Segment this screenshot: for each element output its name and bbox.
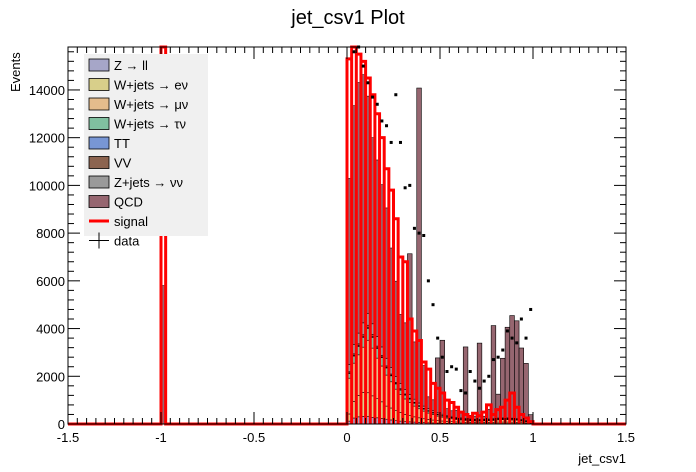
x-tick-label: -0.5 <box>243 430 265 445</box>
legend-label: Z → ll <box>114 58 148 73</box>
data-point <box>394 93 398 97</box>
data-point <box>501 348 505 352</box>
legend-swatch <box>88 195 110 208</box>
legend-swatch <box>88 156 110 169</box>
y-axis-label: Events <box>8 52 23 92</box>
x-tick-label: -1 <box>155 430 167 445</box>
data-point <box>478 386 482 390</box>
y-tick-label: 12000 <box>29 131 65 146</box>
data-point <box>505 329 509 333</box>
bar <box>490 325 497 419</box>
data-point <box>482 379 486 383</box>
y-tick-label: 6000 <box>36 274 65 289</box>
data-point <box>468 370 472 374</box>
bar <box>523 363 529 421</box>
legend-swatch <box>88 175 110 189</box>
legend-label: QCD <box>114 195 143 210</box>
data-point <box>440 355 444 359</box>
legend-label: W+jets → τν <box>114 117 186 132</box>
legend-swatch <box>88 78 110 91</box>
legend-swatch <box>88 117 110 130</box>
data-point <box>366 81 370 85</box>
x-tick-label: 1.5 <box>617 430 635 445</box>
data-point <box>436 336 440 340</box>
data-point <box>510 336 514 340</box>
legend-swatch <box>88 136 110 150</box>
data-point <box>375 102 379 106</box>
stacked-histograms <box>160 74 534 425</box>
y-tick-label: 4000 <box>36 322 65 337</box>
y-tick-label: 0 <box>58 417 65 432</box>
y-tick-label: 8000 <box>36 226 65 241</box>
data-point <box>403 186 407 190</box>
data-point <box>487 374 491 378</box>
x-tick-label: -1.5 <box>57 430 79 445</box>
data-point <box>454 367 458 371</box>
y-tick-label: 2000 <box>36 369 65 384</box>
data-point <box>515 341 519 345</box>
data-point <box>422 234 426 237</box>
data-point <box>426 279 430 283</box>
data-point <box>473 379 477 383</box>
signal-line <box>68 45 626 426</box>
data-point <box>417 231 421 235</box>
data-point <box>491 358 495 362</box>
data-point <box>352 50 356 54</box>
data-point <box>389 140 393 144</box>
series-7 <box>160 74 534 425</box>
data-point <box>459 389 463 393</box>
legend-label: TT <box>114 136 130 151</box>
y-tick-label: 10000 <box>29 178 65 193</box>
data-point <box>524 336 528 340</box>
bar <box>416 87 422 404</box>
x-tick-label: 1 <box>529 430 536 445</box>
x-tick-label: 0.5 <box>431 430 449 445</box>
data-point <box>496 355 500 359</box>
legend-swatch <box>88 97 110 111</box>
legend-label: Z+jets → νν <box>114 175 183 190</box>
bar <box>462 346 469 419</box>
legend-label: signal <box>114 214 148 229</box>
signal-histogram <box>68 45 626 426</box>
data-point <box>519 317 523 321</box>
legend: Z → ll W+jets → eν W+jets → μν W+jets → τν T… <box>84 54 208 249</box>
legend-label: W+jets → μν <box>114 97 188 112</box>
data-point <box>529 307 533 311</box>
data-point <box>450 365 454 369</box>
bar <box>439 339 445 415</box>
y-tick-label: 14000 <box>29 83 65 98</box>
data-point <box>431 303 435 307</box>
legend-label: data <box>114 234 140 249</box>
data-point <box>385 124 389 128</box>
legend-swatch <box>88 58 110 72</box>
data-point <box>408 183 412 187</box>
data-point <box>412 226 416 230</box>
data-point <box>371 95 375 99</box>
data-point <box>445 370 449 374</box>
y-axis: 0 2000 4000 6000 8000 10000 12000 14000 <box>29 51 626 432</box>
legend-label: W+jets → eν <box>114 78 188 93</box>
data-point <box>398 140 402 144</box>
legend-label: VV <box>114 156 132 171</box>
data-point <box>361 64 365 68</box>
data-point <box>380 119 384 123</box>
x-tick-label: 0 <box>343 430 350 445</box>
bar <box>476 342 483 420</box>
x-axis-label: jet_csv1 <box>577 451 626 466</box>
data-point <box>464 391 468 395</box>
x-axis: -1.5 -1 -0.5 0 0.5 1 1.5 <box>57 47 635 445</box>
chart-title: jet_csv1 Plot <box>290 7 405 29</box>
